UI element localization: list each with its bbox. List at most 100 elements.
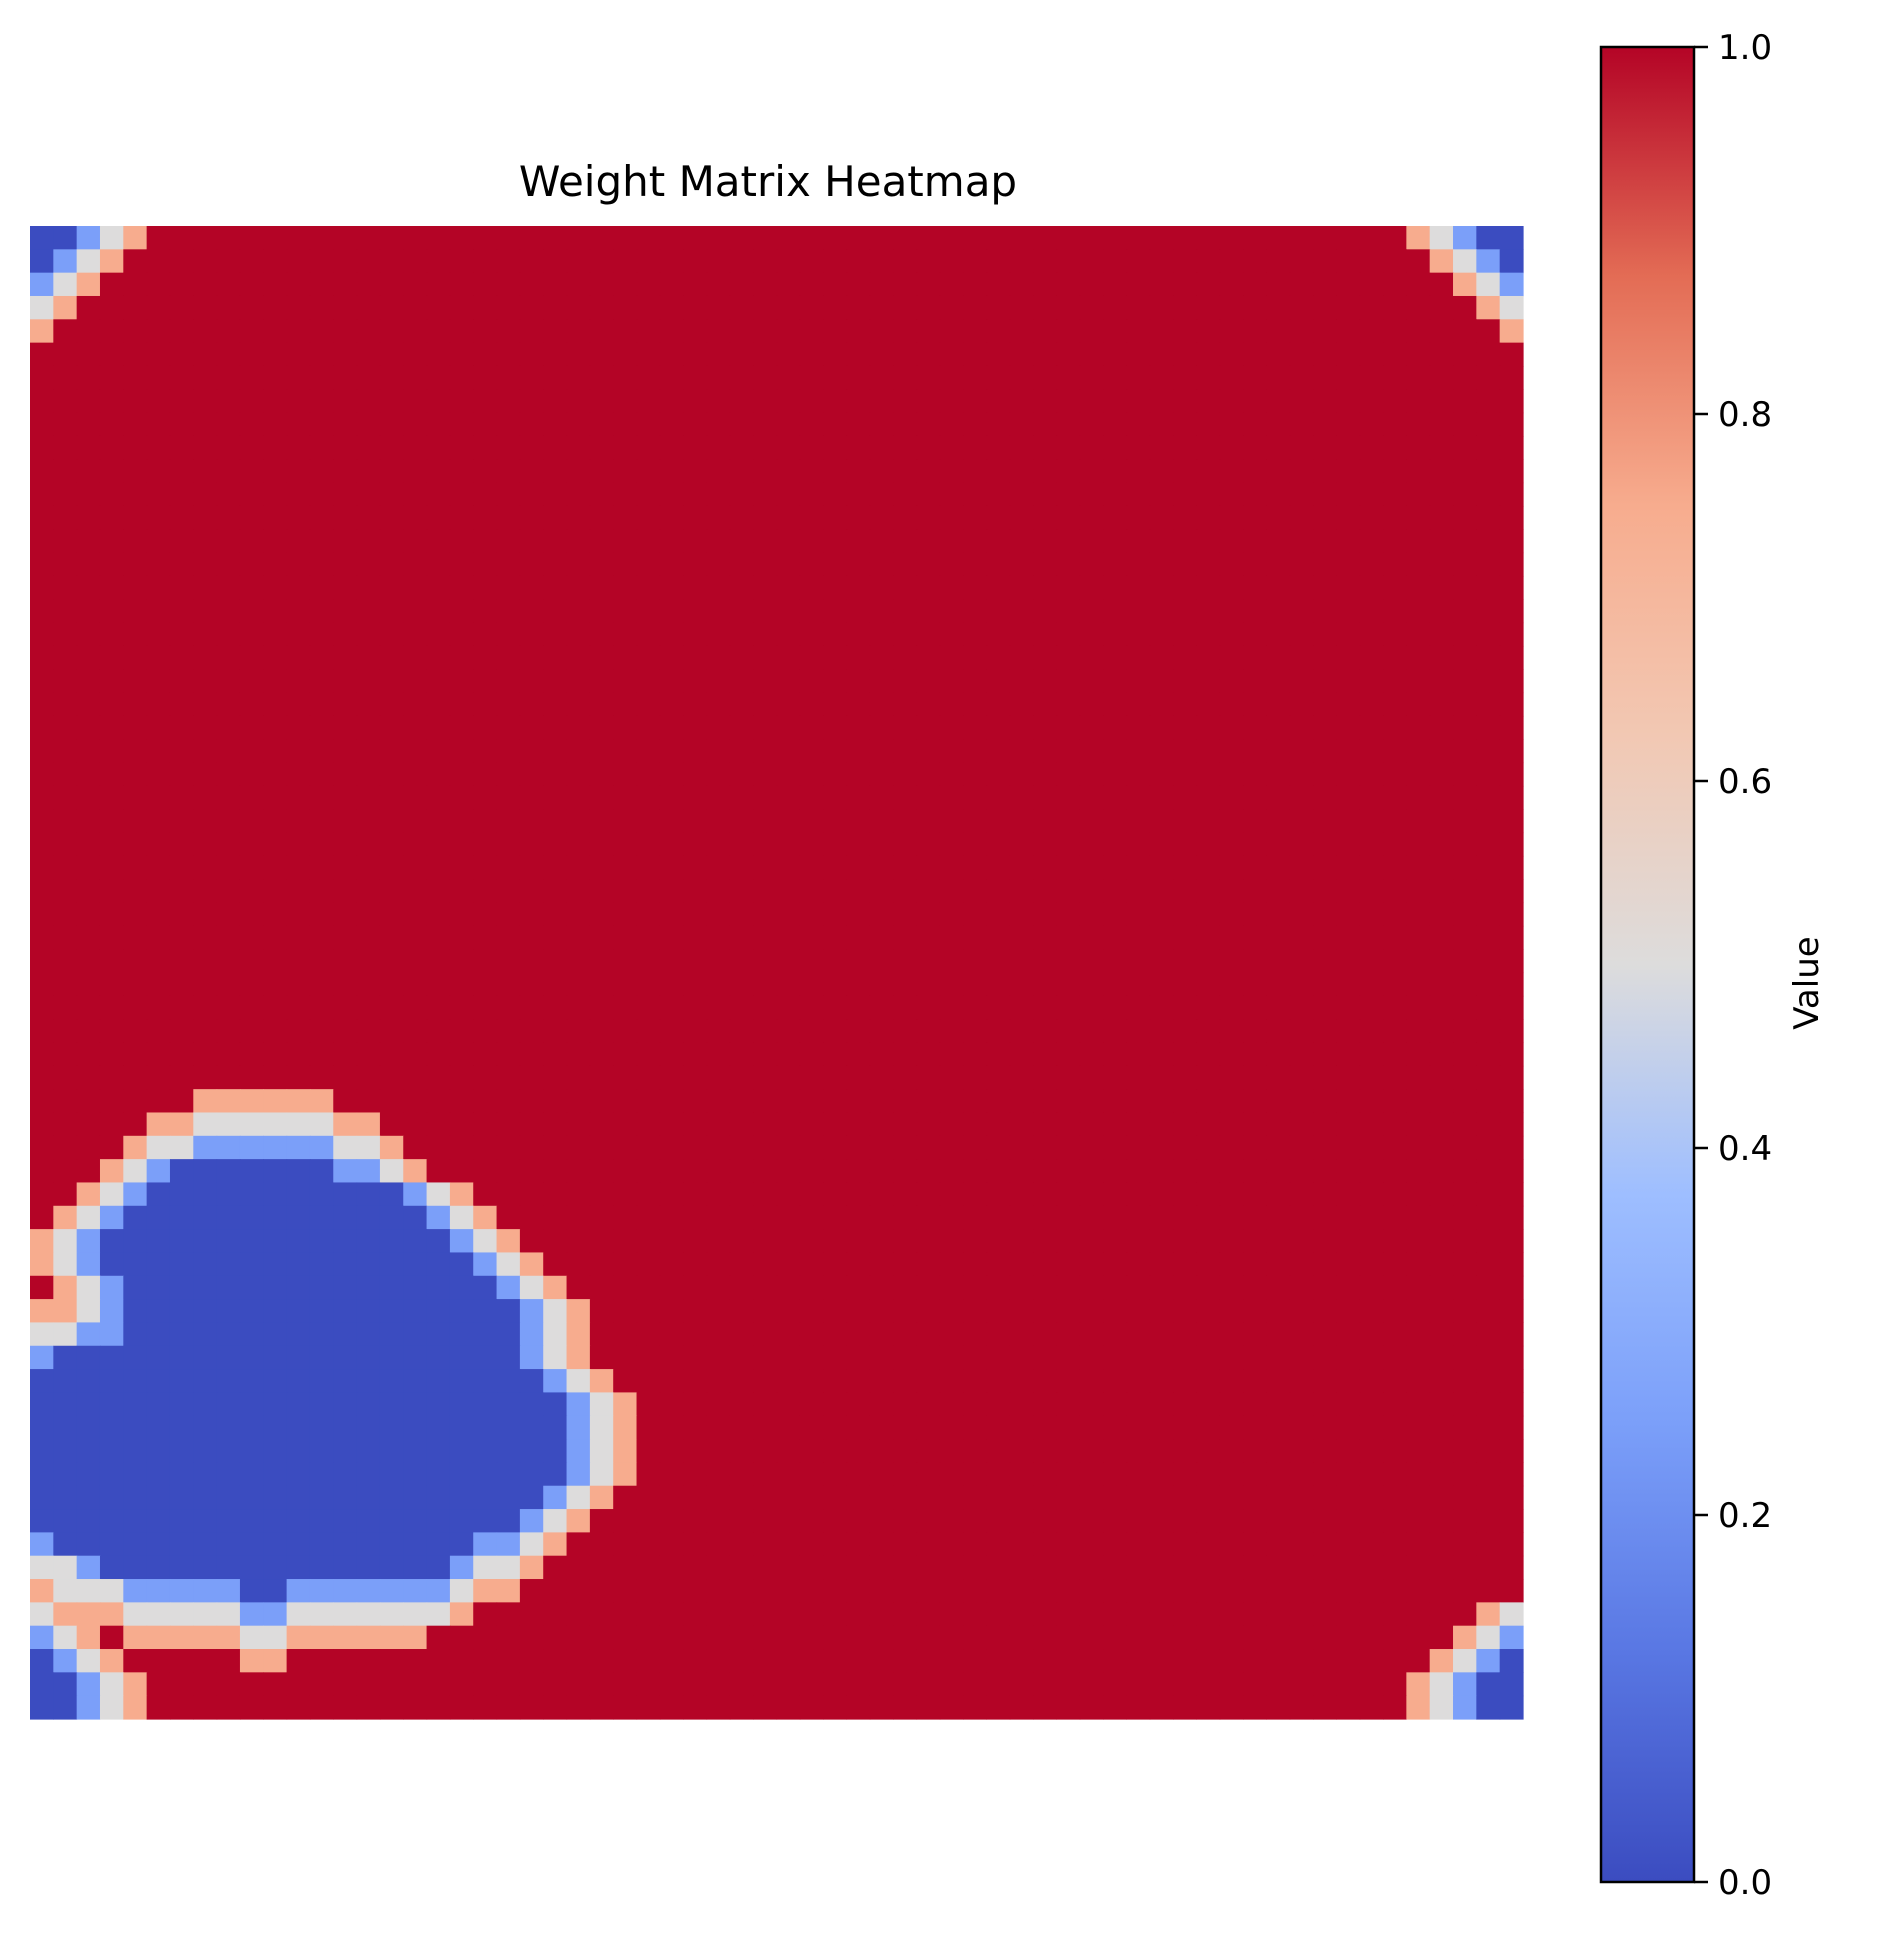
heatmap-cell	[1476, 762, 1501, 787]
heatmap-cell	[309, 669, 334, 694]
heatmap-cell	[1406, 1135, 1431, 1160]
heatmap-cell	[1149, 785, 1174, 810]
heatmap-cell	[636, 995, 661, 1020]
heatmap-cell	[1056, 739, 1081, 764]
heatmap-cell	[706, 1159, 731, 1184]
heatmap-cell	[193, 1532, 218, 1557]
heatmap-cell	[263, 972, 288, 997]
heatmap-cell	[263, 272, 288, 297]
heatmap-cell	[216, 342, 241, 367]
heatmap-cell	[659, 1485, 684, 1510]
heatmap-cell	[1406, 1065, 1431, 1090]
heatmap-cell	[76, 715, 101, 740]
heatmap-cell	[683, 809, 708, 834]
heatmap-cell	[1406, 645, 1431, 670]
heatmap-cell	[286, 949, 311, 974]
heatmap-cell	[1383, 1322, 1407, 1347]
heatmap-cell	[1476, 1369, 1501, 1394]
heatmap-cell	[169, 435, 194, 460]
heatmap-cell	[566, 1275, 591, 1300]
heatmap-cell	[823, 1205, 848, 1230]
heatmap-cell	[543, 482, 568, 507]
heatmap-cell	[379, 995, 404, 1020]
heatmap-cell	[379, 1135, 404, 1160]
heatmap-cell	[286, 1392, 311, 1417]
heatmap-cell	[1149, 1392, 1174, 1417]
heatmap-cell	[963, 1672, 988, 1697]
heatmap-cell	[1359, 645, 1384, 670]
heatmap-cell	[309, 762, 334, 787]
heatmap-cell	[239, 1602, 264, 1627]
heatmap-cell	[263, 1439, 288, 1463]
heatmap-cell	[846, 1019, 871, 1044]
heatmap-cell	[1126, 715, 1151, 740]
heatmap-cell	[1009, 389, 1034, 414]
heatmap-cell	[193, 622, 218, 647]
heatmap-cell	[169, 1182, 194, 1207]
heatmap-cell	[146, 1065, 171, 1090]
heatmap-cell	[76, 1042, 101, 1067]
heatmap-cell	[53, 1649, 78, 1673]
heatmap-cell	[799, 1509, 824, 1533]
heatmap-cell	[1476, 272, 1501, 297]
heatmap-cell	[753, 1135, 778, 1160]
heatmap-cell	[146, 785, 171, 810]
heatmap-cell	[1056, 552, 1081, 577]
heatmap-cell	[1056, 342, 1081, 367]
heatmap-cell	[146, 1555, 171, 1580]
heatmap-cell	[1359, 1275, 1384, 1300]
heatmap-cell	[1289, 459, 1314, 484]
heatmap-cell	[1126, 1392, 1151, 1417]
heatmap-cell	[963, 1275, 988, 1300]
heatmap-cell	[846, 1625, 871, 1650]
heatmap-cell	[1126, 249, 1151, 274]
heatmap-cell	[123, 1415, 148, 1440]
heatmap-cell	[776, 389, 801, 414]
heatmap-cell	[543, 1485, 568, 1510]
heatmap-cell	[1336, 1182, 1361, 1207]
heatmap-cell	[449, 529, 474, 554]
heatmap-cell	[1126, 1205, 1151, 1230]
heatmap-cell	[309, 459, 334, 484]
heatmap-cell	[613, 1135, 638, 1160]
heatmap-cell	[1033, 785, 1058, 810]
heatmap-cell	[963, 739, 988, 764]
heatmap-cell	[356, 1649, 381, 1673]
heatmap-cell	[1173, 365, 1198, 390]
heatmap-cell	[309, 739, 334, 764]
heatmap-cell	[333, 1182, 358, 1207]
heatmap-cell	[1126, 972, 1151, 997]
heatmap-cell	[1009, 529, 1034, 554]
heatmap-cell	[216, 645, 241, 670]
heatmap-cell	[636, 1182, 661, 1207]
heatmap-cell	[916, 1509, 941, 1533]
heatmap-cell	[1453, 552, 1477, 577]
heatmap-cell	[869, 272, 894, 297]
heatmap-cell	[99, 809, 124, 834]
heatmap-cell	[1243, 1695, 1267, 1720]
heatmap-cell	[263, 1252, 288, 1277]
heatmap-cell	[543, 645, 568, 670]
heatmap-cell	[1336, 715, 1361, 740]
heatmap-cell	[1219, 972, 1244, 997]
heatmap-cell	[1499, 505, 1524, 530]
heatmap-cell	[963, 995, 988, 1020]
heatmap-cell	[519, 1369, 544, 1394]
heatmap-cell	[76, 1695, 101, 1720]
heatmap-cell	[916, 995, 941, 1020]
heatmap-cell	[1219, 1275, 1244, 1300]
heatmap-cell	[403, 1672, 428, 1697]
heatmap-cell	[706, 645, 731, 670]
heatmap-cell	[566, 645, 591, 670]
heatmap-cell	[426, 832, 451, 857]
heatmap-cell	[1266, 599, 1291, 624]
heatmap-cell	[473, 1649, 498, 1673]
heatmap-cell	[1406, 1112, 1431, 1137]
heatmap-cell	[1499, 879, 1524, 904]
heatmap-cell	[426, 272, 451, 297]
heatmap-cell	[1219, 1112, 1244, 1137]
heatmap-cell	[403, 1275, 428, 1300]
heatmap-cell	[916, 1042, 941, 1067]
heatmap-cell	[379, 622, 404, 647]
heatmap-cell	[30, 342, 54, 367]
